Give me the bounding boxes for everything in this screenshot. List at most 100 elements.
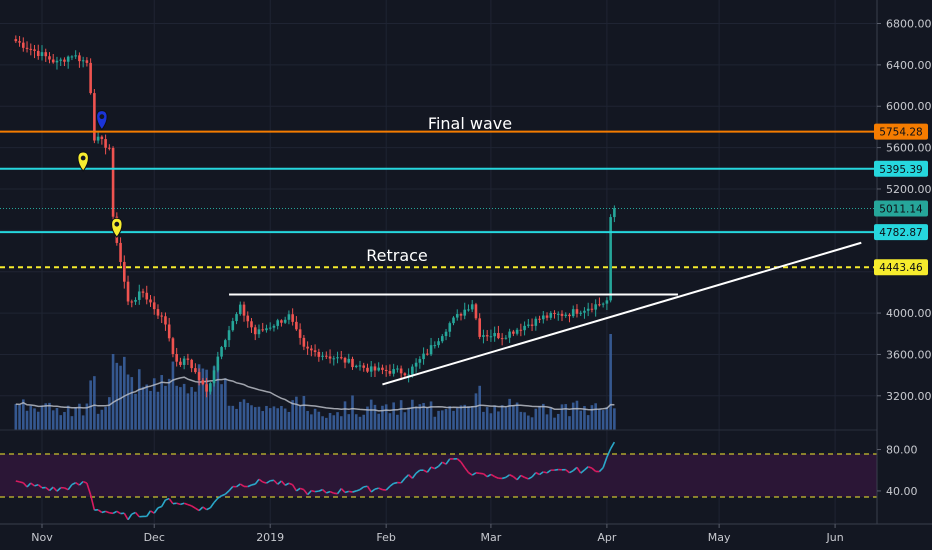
rsi-segment	[101, 510, 106, 514]
candle-body	[549, 312, 553, 318]
volume-bar	[108, 397, 111, 430]
volume-bar	[467, 406, 470, 430]
volume-bar	[332, 415, 336, 430]
candle-body	[89, 62, 92, 94]
volume-bar	[377, 413, 380, 430]
candle-body	[257, 329, 261, 335]
volume-bar	[474, 393, 478, 430]
candle-body	[571, 309, 575, 317]
rsi-segment	[251, 483, 256, 486]
rsi-segment	[408, 474, 413, 479]
pin-marker	[96, 110, 108, 131]
rsi-segment	[180, 502, 185, 506]
candle-body	[515, 329, 519, 334]
volume-bar	[14, 404, 18, 430]
volume-bar	[601, 410, 605, 430]
price-tick-label: 3600.00	[886, 348, 932, 361]
candle-body	[51, 59, 55, 63]
volume-bar	[541, 403, 545, 430]
volume-bar	[306, 410, 309, 430]
candle-body	[609, 217, 612, 301]
candle-body	[18, 41, 21, 43]
volume-bar	[553, 417, 556, 430]
candle-body	[474, 304, 478, 319]
rsi-segment	[415, 469, 421, 474]
candle-body	[500, 338, 504, 340]
rsi-segment	[322, 489, 327, 494]
candle-body	[134, 299, 137, 302]
rsi-segment	[236, 483, 241, 488]
volume-bar	[339, 416, 343, 430]
candle-body	[164, 316, 167, 325]
volume-bar	[36, 411, 40, 430]
rsi-segment	[587, 466, 593, 469]
price-tick-label: 6000.00	[886, 100, 932, 113]
rsi-segment	[546, 469, 552, 474]
rsi-segment	[411, 472, 417, 479]
candles	[14, 35, 616, 398]
candle-body	[235, 314, 238, 322]
rsi-segment	[527, 476, 533, 480]
volume-bar	[227, 405, 231, 430]
volume-bar	[545, 414, 549, 430]
volume-bar	[235, 408, 238, 430]
candle-body	[310, 348, 313, 351]
candle-body	[523, 325, 526, 331]
rsi-segment	[97, 509, 103, 514]
volume-bar	[66, 405, 70, 430]
candle-body	[332, 358, 336, 360]
candle-body	[93, 93, 96, 141]
candle-body	[381, 367, 384, 370]
volume-bar	[96, 413, 100, 430]
rsi-segment	[206, 507, 211, 511]
candle-body	[179, 361, 182, 365]
volume-bar	[201, 368, 205, 430]
volume-bar	[426, 407, 429, 430]
rsi-segment	[19, 481, 24, 484]
rsi-segment	[213, 497, 219, 504]
rsi-segment	[202, 506, 208, 511]
volume-bar	[351, 395, 354, 430]
volume-bar	[85, 403, 89, 430]
candle-body	[137, 291, 141, 300]
volume-bar	[231, 405, 235, 430]
volume-bar	[141, 386, 145, 430]
candle-body	[336, 357, 339, 359]
candle-body	[280, 320, 283, 323]
volume-bar	[347, 414, 351, 430]
rsi-segment	[127, 513, 133, 521]
volume-bar	[302, 395, 306, 430]
rsi-segment	[363, 485, 368, 488]
volume-bar	[152, 378, 156, 430]
rsi-segment	[572, 466, 578, 472]
rsi-segment	[15, 480, 20, 483]
trendlines	[229, 241, 862, 386]
volume-bar	[100, 409, 104, 430]
volume-bar	[369, 399, 373, 430]
rsi-segment	[30, 482, 36, 487]
volume-bar	[197, 364, 201, 430]
volume-moving-average	[15, 376, 615, 412]
volume-bar	[115, 362, 119, 430]
candle-body	[209, 383, 212, 392]
level-label-box	[874, 123, 928, 140]
volume-bar	[59, 415, 63, 430]
rsi-segment	[157, 505, 162, 509]
level-label: 5011.14	[879, 204, 923, 216]
volume-bar	[403, 412, 407, 430]
rsi-segment	[123, 512, 129, 521]
volume-bar	[414, 406, 418, 430]
volume-bar	[51, 410, 55, 430]
rsi-segment	[565, 469, 570, 474]
rsi-segment	[490, 473, 496, 478]
rsi-segment	[524, 476, 529, 480]
candle-body	[205, 384, 208, 392]
volume-bar	[590, 405, 594, 430]
candle-body	[519, 329, 523, 331]
candle-body	[268, 327, 272, 329]
candle-body	[171, 338, 175, 355]
volume-bar	[313, 408, 317, 430]
candle-body	[48, 56, 51, 60]
candle-body	[433, 345, 437, 347]
candle-body	[407, 374, 410, 376]
